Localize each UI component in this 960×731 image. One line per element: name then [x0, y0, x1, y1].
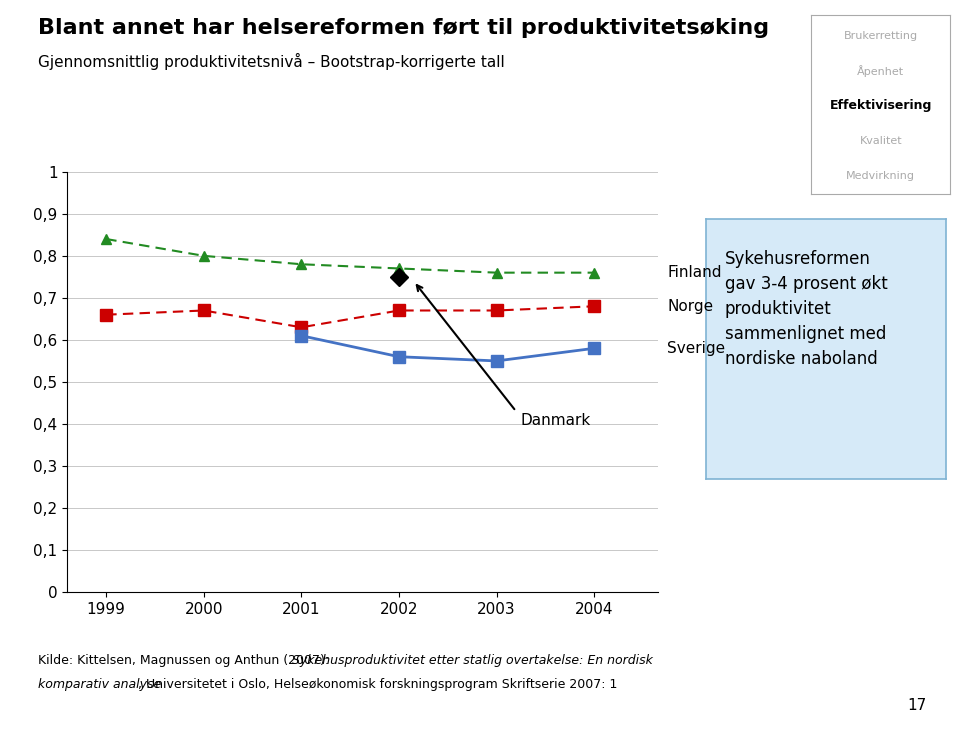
Text: Kvalitet: Kvalitet [859, 136, 902, 146]
Text: Blant annet har helsereformen ført til produktivitetsøking: Blant annet har helsereformen ført til p… [38, 18, 770, 38]
Text: Danmark: Danmark [521, 414, 591, 428]
Text: Kilde: Kittelsen, Magnussen og Anthun (2007):: Kilde: Kittelsen, Magnussen og Anthun (2… [38, 654, 333, 667]
Text: Finland: Finland [667, 265, 722, 280]
Text: Medvirkning: Medvirkning [847, 171, 915, 181]
Text: komparativ analyse: komparativ analyse [38, 678, 161, 691]
Text: , Universitetet i Oslo, Helseøkonomisk forskningsprogram Skriftserie 2007: 1: , Universitetet i Oslo, Helseøkonomisk f… [138, 678, 617, 691]
Text: Åpenhet: Åpenhet [857, 65, 904, 77]
Text: Norge: Norge [667, 299, 713, 314]
Text: Gjennomsnittlig produktivitetsnivå – Bootstrap-korrigerte tall: Gjennomsnittlig produktivitetsnivå – Boo… [38, 53, 505, 69]
Text: Sykehusproduktivitet etter statlig overtakelse: En nordisk: Sykehusproduktivitet etter statlig overt… [292, 654, 653, 667]
Text: Sykehusreformen
gav 3-4 prosent økt
produktivitet
sammenlignet med
nordiske nabo: Sykehusreformen gav 3-4 prosent økt prod… [725, 251, 888, 368]
Text: Brukerretting: Brukerretting [844, 31, 918, 41]
Text: 17: 17 [907, 697, 926, 713]
Text: Sverige: Sverige [667, 341, 726, 356]
Text: Effektivisering: Effektivisering [829, 99, 932, 113]
